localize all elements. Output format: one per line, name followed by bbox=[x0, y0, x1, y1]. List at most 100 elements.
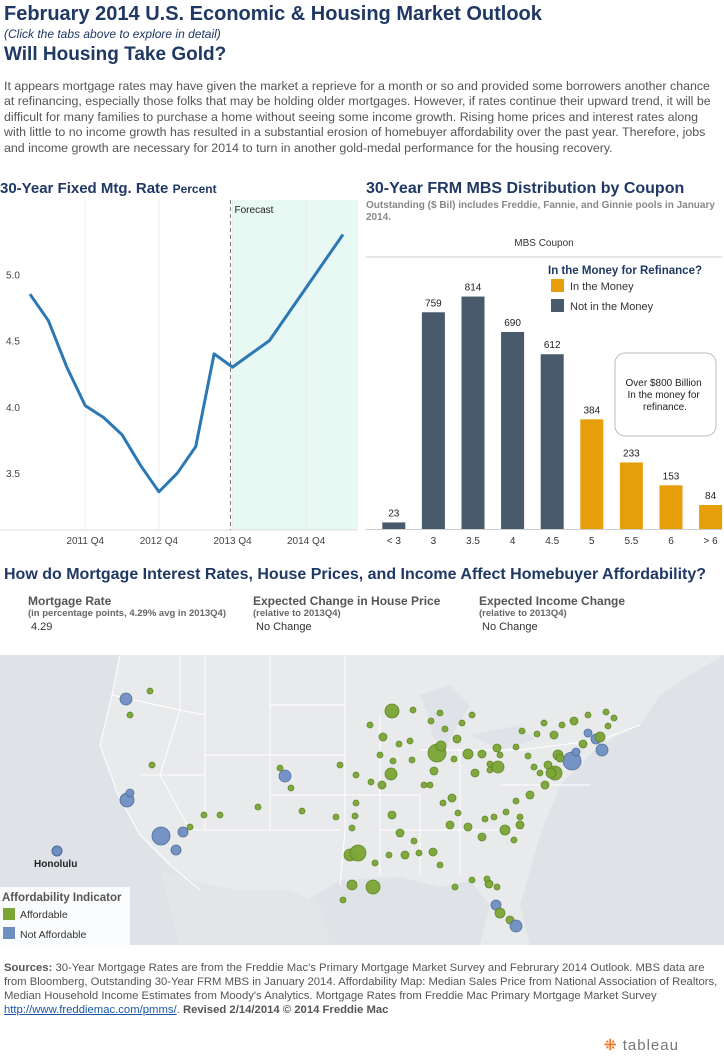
metro-marker[interactable] bbox=[571, 747, 581, 757]
metro-marker[interactable] bbox=[439, 799, 447, 807]
metro-marker[interactable] bbox=[409, 706, 417, 714]
metro-marker[interactable] bbox=[509, 919, 523, 933]
metro-marker[interactable] bbox=[435, 740, 447, 752]
legend-label-affordable[interactable]: Affordable bbox=[20, 909, 68, 921]
metro-marker[interactable] bbox=[200, 811, 208, 819]
metro-marker[interactable] bbox=[462, 748, 474, 760]
metro-marker[interactable] bbox=[490, 813, 498, 821]
metro-marker[interactable] bbox=[512, 743, 520, 751]
metro-marker[interactable] bbox=[352, 771, 360, 779]
metro-marker[interactable] bbox=[530, 763, 538, 771]
metro-marker[interactable] bbox=[516, 813, 524, 821]
metro-marker[interactable] bbox=[454, 809, 462, 817]
metro-marker[interactable] bbox=[481, 815, 489, 823]
metro-marker[interactable] bbox=[510, 836, 518, 844]
metro-marker[interactable] bbox=[298, 807, 306, 815]
metro-marker[interactable] bbox=[583, 728, 593, 738]
metro-marker[interactable] bbox=[499, 824, 511, 836]
metro-marker[interactable] bbox=[177, 826, 189, 838]
metro-marker[interactable] bbox=[524, 752, 532, 760]
income-parameter[interactable]: Expected Income Change (relative to 2013… bbox=[479, 594, 625, 633]
metro-marker[interactable] bbox=[254, 803, 262, 811]
rate-series-line[interactable] bbox=[28, 233, 345, 494]
metro-marker[interactable] bbox=[594, 731, 606, 743]
metro-marker[interactable] bbox=[450, 755, 458, 763]
metro-marker[interactable] bbox=[384, 767, 398, 781]
metro-marker[interactable] bbox=[332, 813, 340, 821]
mbs-bar[interactable] bbox=[382, 522, 406, 529]
metro-marker[interactable] bbox=[385, 851, 393, 859]
mbs-bar[interactable] bbox=[540, 354, 564, 529]
mortgage-rate-value[interactable]: 4.29 bbox=[31, 621, 53, 633]
metro-marker[interactable] bbox=[126, 711, 134, 719]
metro-marker[interactable] bbox=[406, 737, 414, 745]
legend-label-not-in-the-money[interactable]: Not in the Money bbox=[570, 301, 654, 313]
metro-marker[interactable] bbox=[452, 734, 462, 744]
metro-marker[interactable] bbox=[512, 797, 520, 805]
metro-marker[interactable] bbox=[436, 861, 444, 869]
metro-marker[interactable] bbox=[146, 687, 154, 695]
metro-marker[interactable] bbox=[518, 727, 526, 735]
metro-marker[interactable] bbox=[365, 879, 381, 895]
metro-marker[interactable] bbox=[441, 725, 449, 733]
mbs-bar[interactable] bbox=[580, 419, 604, 529]
tableau-logo[interactable]: ⁜ tableau bbox=[604, 1036, 679, 1054]
metro-marker[interactable] bbox=[387, 810, 397, 820]
metro-marker[interactable] bbox=[366, 721, 374, 729]
metro-marker[interactable] bbox=[427, 717, 435, 725]
metro-marker[interactable] bbox=[558, 721, 566, 729]
metro-marker[interactable] bbox=[436, 709, 444, 717]
metro-marker[interactable] bbox=[470, 768, 480, 778]
metro-marker[interactable] bbox=[389, 757, 397, 765]
metro-marker[interactable] bbox=[151, 826, 171, 846]
metro-marker[interactable] bbox=[549, 730, 559, 740]
metro-marker[interactable] bbox=[348, 824, 356, 832]
metro-marker[interactable] bbox=[186, 823, 194, 831]
house-price-parameter[interactable]: Expected Change in House Price (relative… bbox=[253, 594, 440, 633]
rate-chart[interactable]: Forecast 3.5 4.0 4.5 5.0 2011 Q4 2012 Q4 2013… bbox=[0, 200, 360, 550]
metro-marker[interactable] bbox=[216, 811, 224, 819]
mbs-bar[interactable] bbox=[421, 312, 445, 529]
metro-marker[interactable] bbox=[336, 761, 344, 769]
metro-marker[interactable] bbox=[555, 753, 565, 763]
metro-marker[interactable] bbox=[410, 837, 418, 845]
metro-marker[interactable] bbox=[569, 716, 579, 726]
mbs-bar[interactable] bbox=[501, 331, 525, 529]
metro-marker[interactable] bbox=[346, 879, 358, 891]
metro-marker[interactable] bbox=[377, 780, 387, 790]
metro-marker[interactable] bbox=[494, 907, 506, 919]
metro-marker[interactable] bbox=[502, 808, 510, 816]
metro-marker[interactable] bbox=[595, 743, 609, 757]
mbs-chart[interactable]: MBS Coupon 23 759 814 690 612 384 233 153 84 < 3… bbox=[364, 230, 724, 550]
metro-marker[interactable] bbox=[492, 743, 502, 753]
metro-marker[interactable] bbox=[447, 793, 457, 803]
metro-marker[interactable] bbox=[458, 719, 466, 727]
freddiemac-link[interactable]: http://www.freddiemac.com/pmms/ bbox=[4, 1004, 177, 1016]
legend-label-not-affordable[interactable]: Not Affordable bbox=[20, 929, 87, 941]
house-price-value[interactable]: No Change bbox=[256, 621, 312, 633]
metro-marker[interactable] bbox=[378, 732, 388, 742]
metro-marker[interactable] bbox=[415, 849, 423, 857]
mbs-bar[interactable] bbox=[699, 505, 723, 529]
metro-marker[interactable] bbox=[496, 751, 504, 759]
metro-marker[interactable] bbox=[408, 756, 416, 764]
metro-marker[interactable] bbox=[429, 766, 439, 776]
metro-marker[interactable] bbox=[515, 820, 525, 830]
metro-marker[interactable] bbox=[339, 896, 347, 904]
honolulu-marker[interactable] bbox=[51, 845, 63, 857]
metro-marker[interactable] bbox=[420, 781, 428, 789]
metro-marker[interactable] bbox=[491, 760, 505, 774]
metro-marker[interactable] bbox=[351, 812, 359, 820]
metro-marker[interactable] bbox=[477, 749, 487, 759]
mbs-bar[interactable] bbox=[659, 485, 683, 529]
income-value[interactable]: No Change bbox=[482, 621, 538, 633]
metro-marker[interactable] bbox=[148, 761, 156, 769]
metro-marker[interactable] bbox=[540, 719, 548, 727]
metro-marker[interactable] bbox=[578, 739, 588, 749]
metro-marker[interactable] bbox=[349, 844, 367, 862]
metro-marker[interactable] bbox=[426, 781, 434, 789]
metro-marker[interactable] bbox=[602, 708, 610, 716]
metro-marker[interactable] bbox=[400, 850, 410, 860]
metro-marker[interactable] bbox=[395, 740, 403, 748]
metro-marker[interactable] bbox=[376, 751, 384, 759]
